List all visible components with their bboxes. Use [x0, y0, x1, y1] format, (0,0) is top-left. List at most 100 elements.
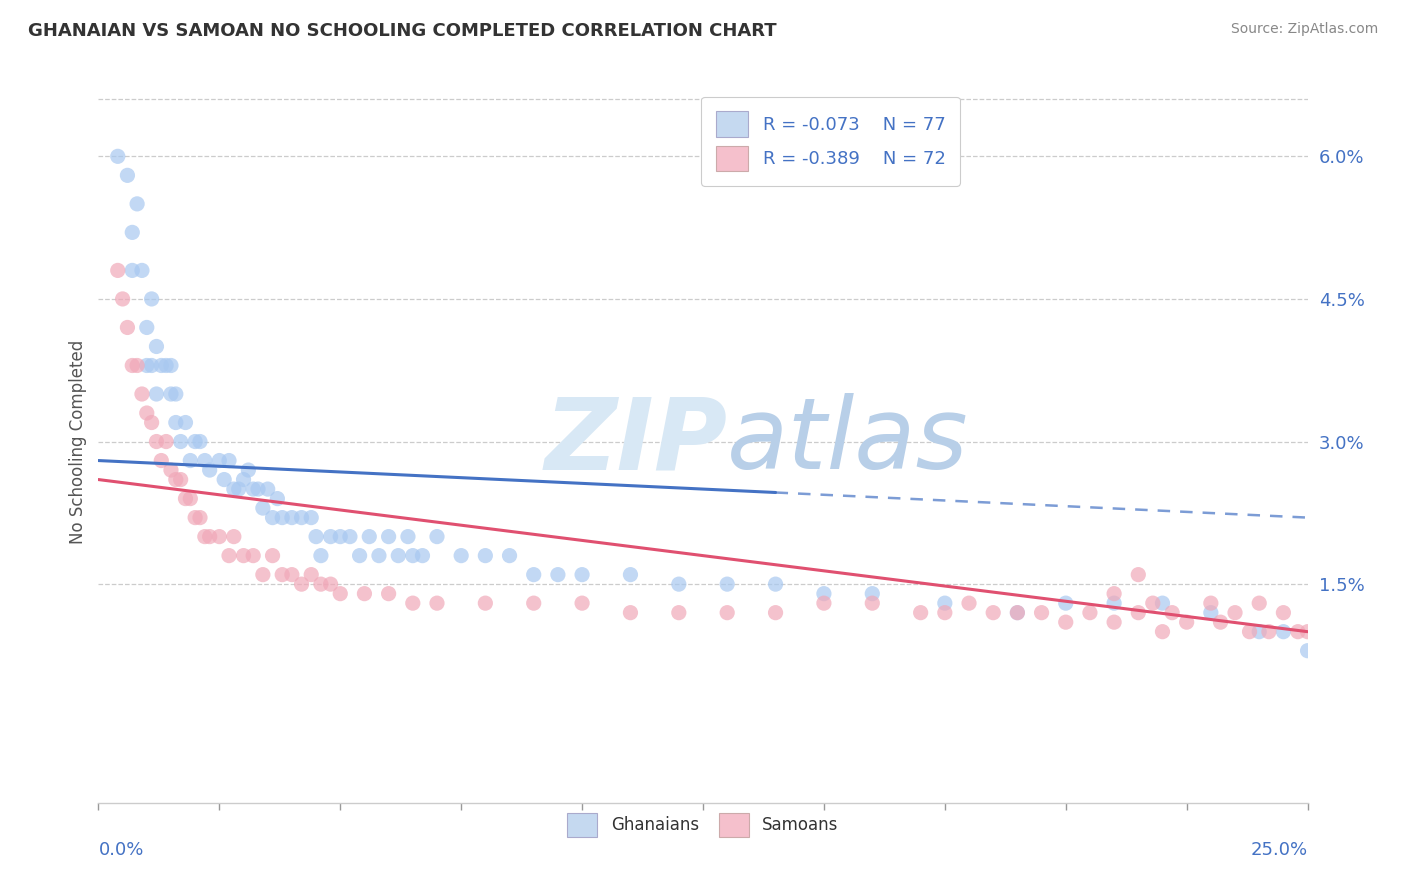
Point — [339, 530, 361, 544]
Point — [218, 549, 240, 563]
Point — [387, 549, 409, 563]
Point — [179, 453, 201, 467]
Point — [290, 577, 312, 591]
Point — [252, 501, 274, 516]
Text: atlas: atlas — [727, 393, 969, 490]
Point — [242, 482, 264, 496]
Point — [349, 549, 371, 563]
Point — [121, 226, 143, 240]
Point — [305, 530, 328, 544]
Point — [860, 596, 883, 610]
Point — [1031, 606, 1053, 620]
Point — [160, 463, 183, 477]
Point — [256, 482, 278, 496]
Point — [353, 587, 375, 601]
Point — [402, 596, 425, 610]
Point — [934, 606, 956, 620]
Point — [247, 482, 270, 496]
Point — [813, 587, 835, 601]
Point — [329, 587, 352, 601]
Legend: Ghanaians, Samoans: Ghanaians, Samoans — [560, 805, 846, 845]
Point — [450, 549, 472, 563]
Point — [121, 359, 143, 373]
Point — [165, 473, 187, 487]
Point — [299, 567, 322, 582]
Point — [377, 530, 399, 544]
Point — [1152, 596, 1174, 610]
Point — [1078, 606, 1101, 620]
Point — [169, 473, 191, 487]
Point — [1102, 615, 1125, 630]
Point — [402, 549, 425, 563]
Point — [117, 320, 139, 334]
Point — [619, 567, 641, 582]
Point — [1175, 615, 1198, 630]
Point — [1296, 643, 1319, 657]
Point — [165, 387, 187, 401]
Point — [155, 434, 177, 449]
Point — [198, 530, 221, 544]
Text: 25.0%: 25.0% — [1250, 841, 1308, 859]
Point — [1257, 624, 1279, 639]
Point — [188, 510, 211, 524]
Point — [135, 406, 157, 420]
Point — [1296, 624, 1319, 639]
Point — [117, 169, 139, 183]
Point — [1161, 606, 1184, 620]
Point — [135, 320, 157, 334]
Point — [359, 530, 381, 544]
Point — [271, 567, 294, 582]
Point — [910, 606, 932, 620]
Point — [523, 596, 546, 610]
Text: ZIP: ZIP — [544, 393, 727, 490]
Point — [1209, 615, 1232, 630]
Point — [1152, 624, 1174, 639]
Point — [198, 463, 221, 477]
Point — [145, 339, 167, 353]
Point — [1007, 606, 1029, 620]
Point — [184, 510, 207, 524]
Point — [218, 453, 240, 467]
Point — [309, 549, 332, 563]
Y-axis label: No Schooling Completed: No Schooling Completed — [69, 340, 87, 543]
Point — [208, 530, 231, 544]
Point — [860, 587, 883, 601]
Point — [299, 510, 322, 524]
Point — [238, 463, 260, 477]
Point — [131, 387, 153, 401]
Point — [571, 567, 593, 582]
Point — [1199, 596, 1222, 610]
Point — [155, 359, 177, 373]
Point — [165, 416, 187, 430]
Point — [242, 549, 264, 563]
Point — [1102, 596, 1125, 610]
Point — [131, 263, 153, 277]
Point — [523, 567, 546, 582]
Point — [498, 549, 520, 563]
Point — [426, 596, 449, 610]
Point — [174, 416, 197, 430]
Point — [547, 567, 569, 582]
Point — [174, 491, 197, 506]
Point — [141, 292, 163, 306]
Point — [232, 473, 254, 487]
Point — [1239, 624, 1261, 639]
Point — [266, 491, 288, 506]
Point — [571, 596, 593, 610]
Point — [150, 453, 173, 467]
Point — [212, 473, 235, 487]
Point — [957, 596, 980, 610]
Point — [1054, 596, 1077, 610]
Point — [426, 530, 449, 544]
Point — [396, 530, 419, 544]
Point — [474, 596, 496, 610]
Point — [107, 263, 129, 277]
Point — [765, 577, 787, 591]
Point — [150, 359, 173, 373]
Point — [716, 577, 738, 591]
Point — [765, 606, 787, 620]
Point — [1142, 596, 1164, 610]
Point — [319, 577, 342, 591]
Point — [194, 453, 217, 467]
Text: GHANAIAN VS SAMOAN NO SCHOOLING COMPLETED CORRELATION CHART: GHANAIAN VS SAMOAN NO SCHOOLING COMPLETE… — [28, 22, 776, 40]
